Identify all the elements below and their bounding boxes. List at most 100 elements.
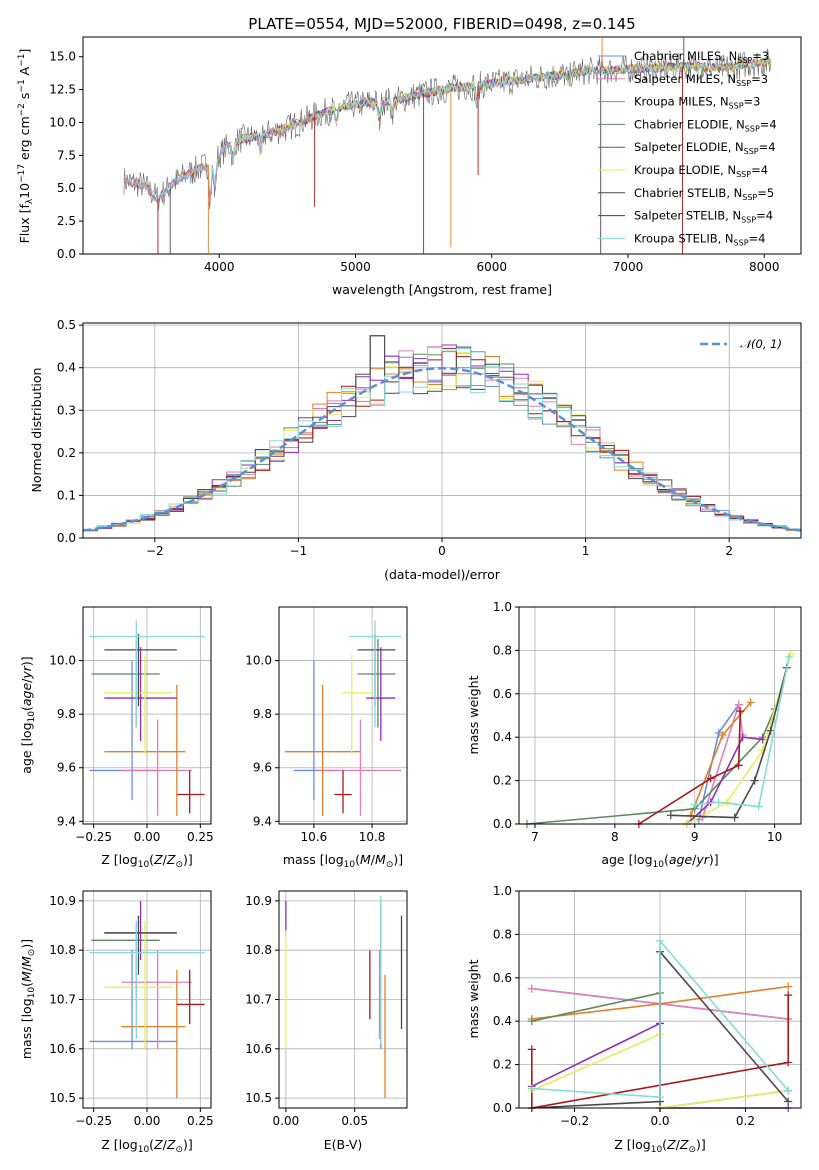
z-mass-errorbars <box>89 900 205 1099</box>
mass-age-errorbars <box>284 620 402 816</box>
p7-xtick-label: 0.05 <box>341 1114 368 1128</box>
ebv-mass-ticks: 0.00 0.05 10.5 10.6 10.7 10.8 10.9 <box>245 894 368 1128</box>
weight-marker <box>734 700 743 709</box>
p8-ytick-label: 0.4 <box>493 1014 512 1028</box>
p3-ytick-label: 9.8 <box>57 707 76 721</box>
spectrum-panel: 4000 5000 6000 7000 8000 0.0 2.5 5.0 7.5 10.0 12.5… <box>17 36 802 297</box>
legend-label-kroupa-miles: Kroupa MILES, NSSP=3 <box>634 95 760 111</box>
legend-label-normal: 𝒩(0, 1) <box>740 337 782 351</box>
spectrum-line <box>123 63 670 203</box>
legend-label-kroupa-elodie: Kroupa ELODIE, NSSP=4 <box>634 163 768 179</box>
p4-ytick-label: 9.6 <box>253 761 272 775</box>
weight-line-salpeter-stelib <box>638 711 742 825</box>
weight-line-kroupa-stelib <box>694 656 790 808</box>
residual-y-label: Normed distribution <box>29 368 44 493</box>
p2-xtick-label: 0 <box>438 544 446 558</box>
p7-ytick-label: 10.8 <box>245 943 272 957</box>
p6-ytick-label: 10.7 <box>49 993 76 1007</box>
p7-ytick-label: 10.6 <box>245 1042 272 1056</box>
weight-line-salpeter-miles <box>701 704 744 818</box>
weight-line-kroupa-elodie <box>686 654 792 825</box>
p3-xtick-label: 0.25 <box>187 830 214 844</box>
p7-xtick-label: 0.00 <box>273 1114 300 1128</box>
age-weight-axes-frame <box>518 606 802 825</box>
p6-xtick-label: 0.25 <box>187 1114 214 1128</box>
z-mass-ticks: −0.25 0.00 0.25 10.5 10.6 10.7 10.8 10.9 <box>49 894 213 1128</box>
p2-xtick-label: −1 <box>290 544 308 558</box>
mass-age-axes-frame <box>278 606 408 825</box>
p1-xtick-label: 6000 <box>476 260 507 274</box>
spectrum-axes-frame <box>82 36 802 255</box>
p7-ytick-label: 10.5 <box>245 1091 272 1105</box>
weight-marker <box>736 707 745 716</box>
p4-ytick-label: 9.8 <box>253 707 272 721</box>
p3-ytick-label: 9.6 <box>57 761 76 775</box>
p3-xtick-label: −0.25 <box>75 830 112 844</box>
p5-xtick-label: 10 <box>767 830 782 844</box>
weight-marker <box>746 698 755 707</box>
weight-marker <box>656 936 664 945</box>
weight-marker <box>784 1058 793 1067</box>
legend-label-kroupa-stelib: Kroupa STELIB, NSSP=4 <box>634 231 765 247</box>
weight-marker <box>786 650 795 659</box>
p2-xtick-label: 2 <box>725 544 733 558</box>
age-weight-y-label: mass weight <box>466 675 481 754</box>
spectrum-line <box>232 57 772 161</box>
p5-xtick-label: 9 <box>691 830 699 844</box>
weight-marker <box>690 800 699 809</box>
weight-marker <box>666 811 675 820</box>
z-mass-x-label: Z [log10(Z/Z⊙)] <box>101 1137 193 1155</box>
weight-marker <box>656 1093 664 1102</box>
ebv-mass-panel: 0.00 0.05 10.5 10.6 10.7 10.8 10.9 E(B-V) <box>245 890 408 1152</box>
residual-legend: 𝒩(0, 1) <box>700 337 782 351</box>
p4-ytick-label: 9.4 <box>253 814 272 828</box>
weight-marker <box>527 984 536 993</box>
p5-ytick-label: 0.4 <box>493 730 512 744</box>
ebv-mass-errorbars <box>285 895 403 1099</box>
histogram-kroupa-stelib <box>83 347 801 531</box>
residual-ticks: −2 −1 0 1 2 0.0 0.1 0.2 0.3 0.4 0.5 <box>57 318 733 558</box>
p7-ytick-label: 10.9 <box>245 894 272 908</box>
p2-xtick-label: −2 <box>146 544 164 558</box>
weight-marker <box>784 982 793 991</box>
residual-panel: −2 −1 0 1 2 0.0 0.1 0.2 0.3 0.4 0.5 (data-model)/e… <box>29 318 802 582</box>
p5-ytick-label: 0.8 <box>493 643 512 657</box>
p2-ytick-label: 0.1 <box>57 488 76 502</box>
weight-marker <box>754 802 763 811</box>
p5-ytick-label: 0.6 <box>493 687 512 701</box>
p6-ytick-label: 10.8 <box>49 943 76 957</box>
spectrum-line <box>123 57 772 204</box>
figure-title: PLATE=0554, MJD=52000, FIBERID=0498, z=0… <box>248 15 635 33</box>
z-age-x-label: Z [log10(Z/Z⊙)] <box>101 852 193 870</box>
legend-label-salpeter-elodie: Salpeter ELODIE, NSSP=4 <box>634 140 776 156</box>
p1-xtick-label: 4000 <box>204 260 235 274</box>
ebv-mass-grid <box>279 891 407 1108</box>
weight-line-chabrier-elodie <box>526 708 776 825</box>
weight-line-chabrier-stelib <box>670 667 788 819</box>
z-age-grid <box>83 607 211 824</box>
p2-ytick-label: 0.5 <box>57 318 76 332</box>
weight-marker <box>750 776 759 785</box>
p3-xtick-label: 0.00 <box>134 830 161 844</box>
age-weight-grid <box>519 606 801 825</box>
z-mass-y-label: mass [log10(M/M⊙)] <box>19 939 37 1059</box>
p3-ytick-label: 9.4 <box>57 814 76 828</box>
p8-ytick-label: 0.2 <box>493 1058 512 1072</box>
p1-ytick-label: 2.5 <box>57 214 76 228</box>
weight-marker <box>714 798 723 807</box>
spectrum-x-label: wavelength [Angstrom, rest frame] <box>332 282 552 297</box>
p1-ytick-label: 0.0 <box>57 247 76 261</box>
legend-label-chabrier-elodie: Chabrier ELODIE, NSSP=4 <box>634 117 777 133</box>
p5-xtick-label: 7 <box>531 830 539 844</box>
z-weight-panel: −0.2 0.0 0.2 0.0 0.2 0.4 0.6 0.8 1.0 Z [log10(Z/… <box>466 884 802 1155</box>
z-weight-y-label: mass weight <box>466 959 481 1038</box>
p8-ytick-label: 0.0 <box>493 1101 512 1115</box>
p2-ytick-label: 0.3 <box>57 403 76 417</box>
p8-ytick-label: 0.8 <box>493 927 512 941</box>
p8-xtick-label: −0.2 <box>560 1114 589 1128</box>
p5-ytick-label: 0.2 <box>493 774 512 788</box>
p2-ytick-label: 0.2 <box>57 446 76 460</box>
p6-ytick-label: 10.6 <box>49 1042 76 1056</box>
weight-line-salpeter-elodie <box>686 736 763 825</box>
